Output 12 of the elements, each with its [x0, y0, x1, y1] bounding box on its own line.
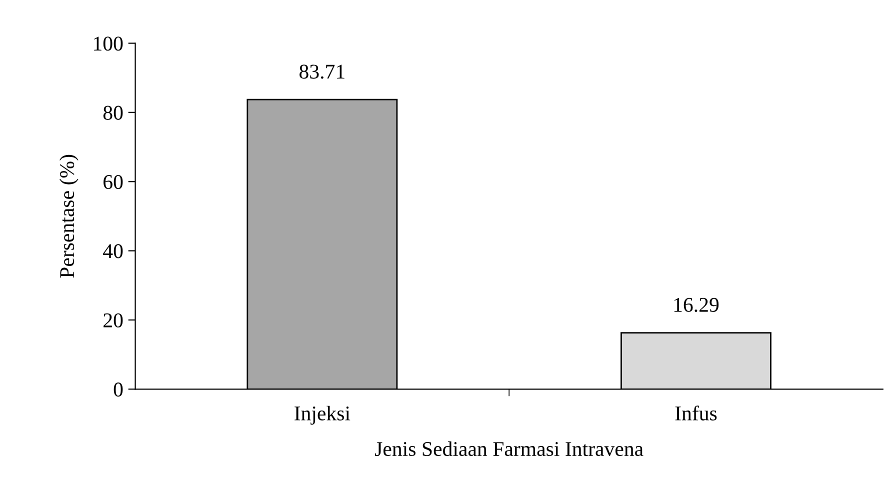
y-tick-label: 20 — [104, 313, 123, 328]
y-tick-label: 40 — [103, 244, 123, 258]
y-tick-label: 0 — [114, 382, 123, 397]
data-label: 83.71 — [300, 64, 344, 79]
x-tick-label: Infus — [675, 406, 717, 420]
data-label: 16.29 — [674, 298, 719, 312]
x-axis-title: Jenis Sediaan Farmasi Intravena — [375, 441, 644, 456]
y-tick-label: 60 — [104, 174, 123, 190]
y-tick-label: 100 — [94, 36, 123, 51]
y-axis-title: Persentase (%) — [59, 154, 78, 278]
x-tick-label: Injeksi — [294, 406, 350, 425]
y-tick-label: 80 — [103, 106, 123, 120]
